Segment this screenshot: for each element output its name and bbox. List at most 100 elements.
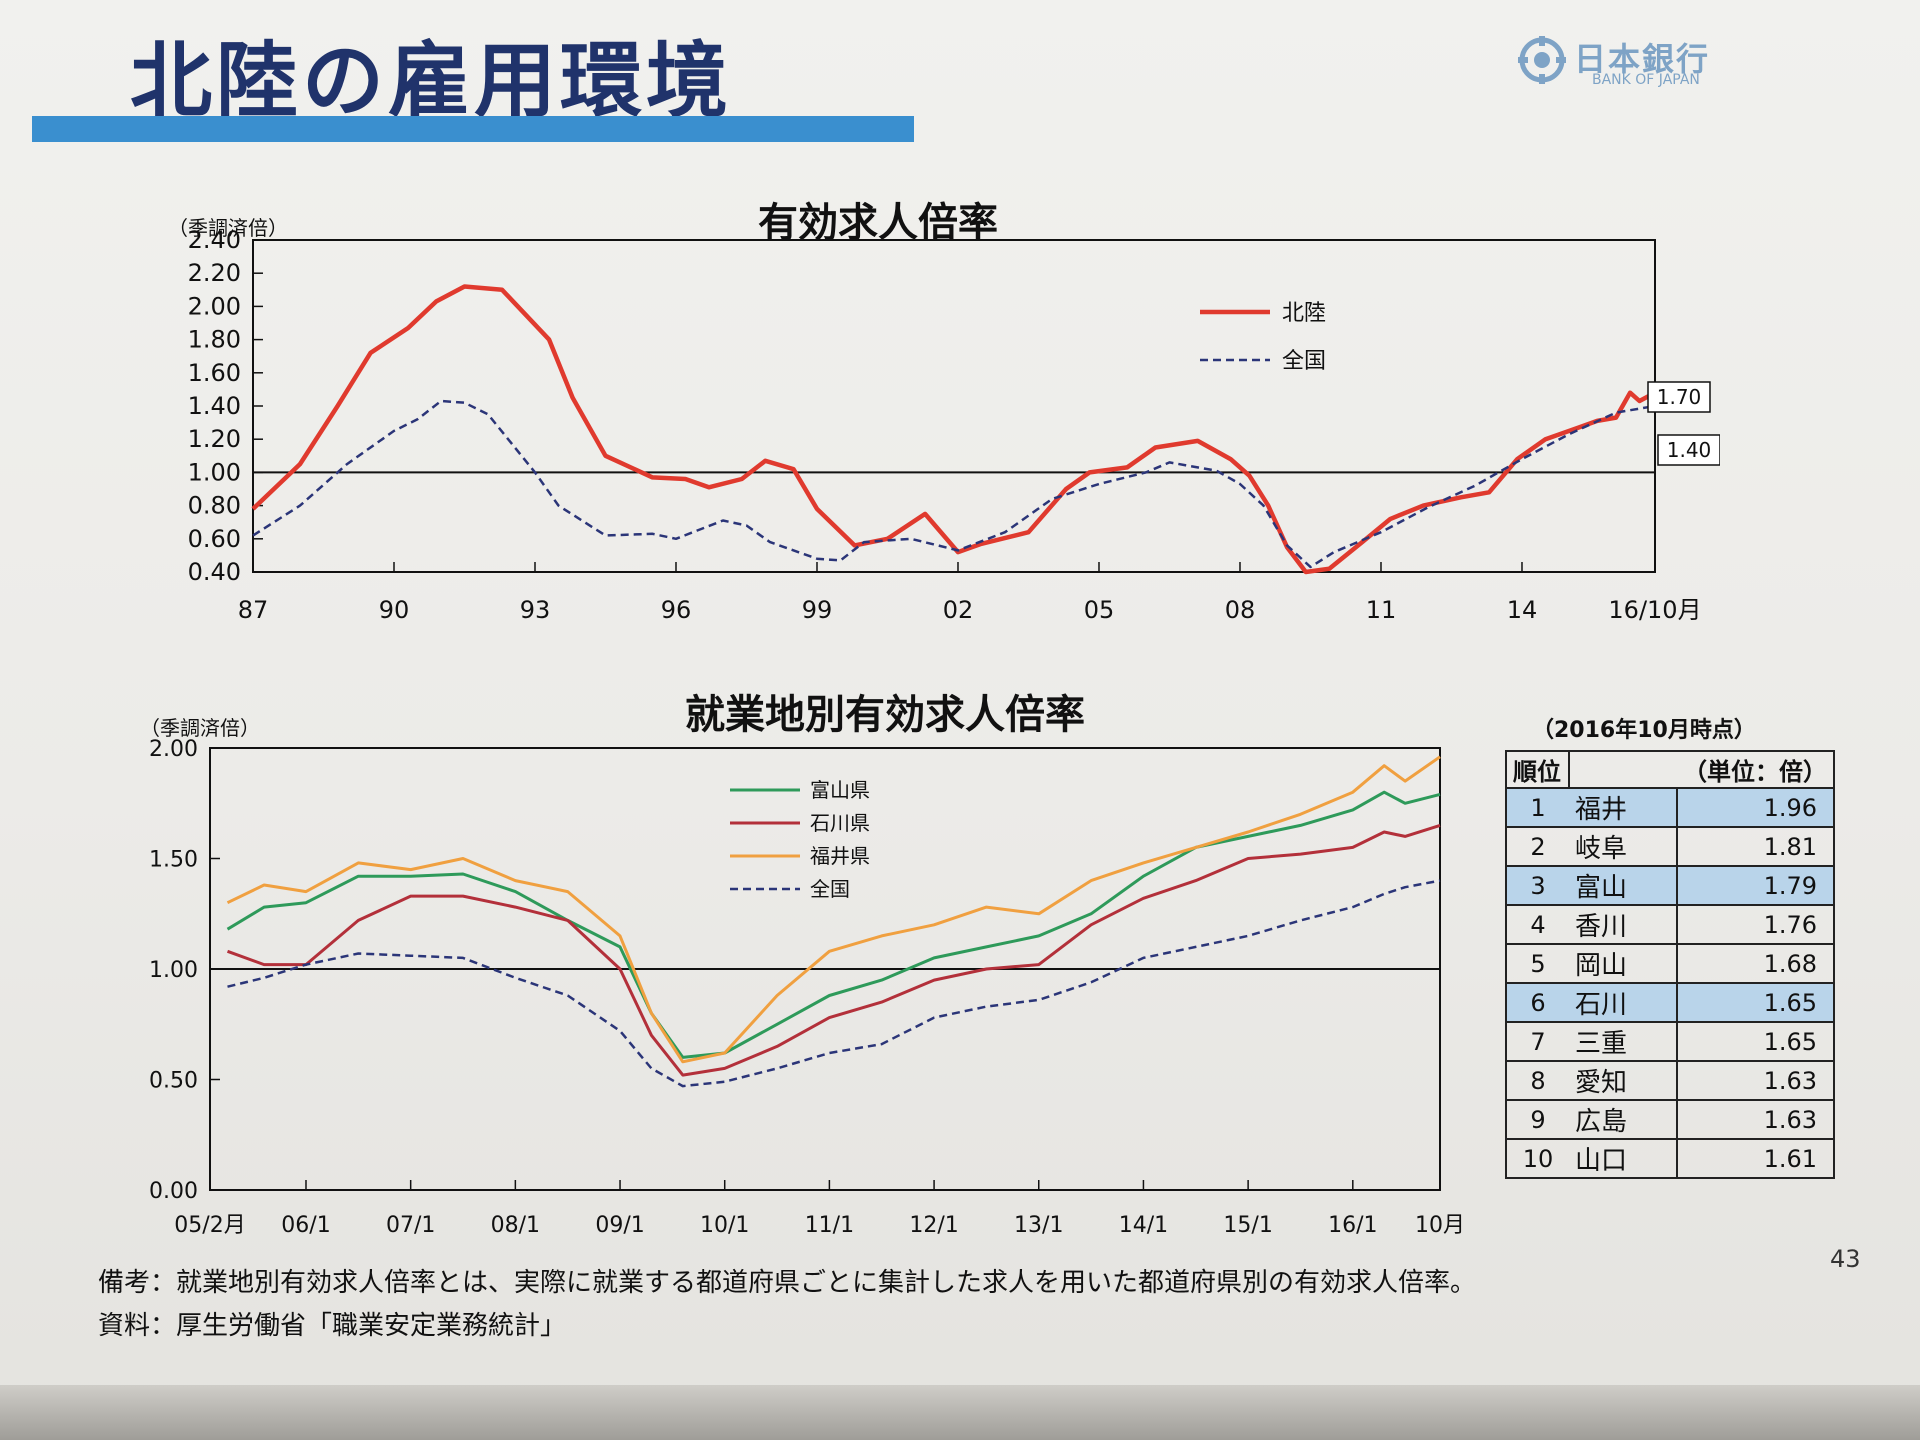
- ranking-rank-cell: 5: [1505, 943, 1569, 984]
- chart1-x-tick-label: 96: [661, 596, 692, 624]
- chart2-y-tick-label: 1.00: [149, 958, 198, 983]
- page-number: 43: [1830, 1245, 1861, 1273]
- ranking-pref-cell: 広島: [1569, 1099, 1678, 1140]
- chart2-series-line: [226, 755, 1441, 1064]
- chart1-x-tick-label: 08: [1225, 596, 1256, 624]
- chart1-legend-label: 全国: [1282, 349, 1326, 374]
- ranking-rank-cell: 6: [1505, 982, 1569, 1023]
- ranking-pref-cell: 岐阜: [1569, 826, 1678, 867]
- ranking-rank-cell: 2: [1505, 826, 1569, 867]
- chart2-x-tick-label: 16/1: [1328, 1213, 1377, 1238]
- chart1-plot-frame: [252, 239, 1656, 573]
- chart2-title: 就業地別有効求人倍率: [685, 692, 1085, 738]
- chart1-title: 有効求人倍率: [758, 200, 998, 246]
- ranking-row: 2 岐阜 1.81: [1505, 826, 1835, 867]
- chart1-y-tick-label: 2.00: [188, 292, 241, 320]
- ranking-rank-cell: 3: [1505, 865, 1569, 906]
- logo-subtext: BANK OF JAPAN: [1592, 72, 1700, 88]
- title-underline-bar: [32, 116, 914, 142]
- chart2-x-tick-label: 07/1: [386, 1213, 435, 1238]
- chart2-legend-label: 石川県: [810, 811, 870, 835]
- bank-of-japan-emblem-icon: [1518, 36, 1566, 84]
- ranking-value-cell: 1.76: [1676, 904, 1835, 945]
- chart1-x-tick-label: 87: [238, 596, 269, 624]
- ranking-value-cell: 1.96: [1676, 787, 1835, 828]
- chart2-x-tick-label: 10月: [1415, 1213, 1465, 1238]
- ranking-pref-cell: 福井: [1569, 787, 1678, 828]
- chart2-y-tick-label: 2.00: [149, 737, 198, 762]
- ranking-value-cell: 1.63: [1676, 1099, 1835, 1140]
- chart1-legend-label: 北陸: [1282, 301, 1326, 326]
- chart1-x-tick-label: 02: [943, 596, 974, 624]
- chart1-svg: 2.40 2.20 2.00 1.80 1.60 1.40 1.20 1.00 0.80 0.60…: [188, 226, 1720, 624]
- ranking-pref-cell: 三重: [1569, 1021, 1678, 1062]
- chart2-x-tick-label: 14/1: [1119, 1213, 1168, 1238]
- chart2-y-tick-label: 0.50: [149, 1069, 198, 1094]
- chart1-x-tick-label: 99: [802, 596, 833, 624]
- ranking-rank-cell: 1: [1505, 787, 1569, 828]
- ranking-row: 4 香川 1.76: [1505, 904, 1835, 945]
- chart2-legend-label: 福井県: [810, 844, 870, 868]
- ranking-rank-cell: 7: [1505, 1021, 1569, 1062]
- footnote-source: 資料：厚生労働省「職業安定業務統計」: [98, 1311, 567, 1341]
- chart1-y-unit: （季調済倍）: [168, 216, 288, 240]
- ranking-pref-cell: 山口: [1569, 1138, 1678, 1179]
- logo-text: 日本銀行: [1574, 40, 1711, 78]
- bank-of-japan-logo: 日本銀行 BANK OF JAPAN: [1518, 34, 1738, 94]
- chart2-series-line: [226, 823, 1441, 1077]
- chart1-y-tick-label: 0.60: [188, 525, 241, 553]
- chart2-x-tick-label: 08/1: [491, 1213, 540, 1238]
- footnote-remarks: 備考：就業地別有効求人倍率とは、実際に就業する都道府県ごとに集計した求人を用いた…: [98, 1268, 1477, 1298]
- chart1-y-tick-label: 1.00: [188, 458, 241, 486]
- ranking-row: 10 山口 1.61: [1505, 1138, 1835, 1179]
- ranking-value-cell: 1.79: [1676, 865, 1835, 906]
- ranking-rank-cell: 9: [1505, 1099, 1569, 1140]
- chart1-end-value-label: 1.70: [1657, 385, 1702, 409]
- chart2-legend-label: 富山県: [810, 778, 870, 802]
- chart1-y-tick-label: 1.40: [188, 392, 241, 420]
- ranking-value-cell: 1.61: [1676, 1138, 1835, 1179]
- chart2-y-tick-label: 1.50: [149, 848, 198, 873]
- chart1-x-tick-label: 16/10月: [1608, 596, 1701, 624]
- chart1-y-tick-label: 0.40: [188, 558, 241, 586]
- ranking-header-unit: （単位：倍）: [1568, 750, 1835, 789]
- chart1-y-tick-label: 1.60: [188, 359, 241, 387]
- ranking-pref-cell: 石川: [1569, 982, 1678, 1023]
- ranking-row: 8 愛知 1.63: [1505, 1060, 1835, 1101]
- ranking-value-cell: 1.65: [1676, 1021, 1835, 1062]
- ranking-pref-cell: 愛知: [1569, 1060, 1678, 1101]
- chart2-x-tick-label: 13/1: [1014, 1213, 1063, 1238]
- chart1-series-line: [252, 399, 1656, 569]
- ranking-header-rank: 順位: [1505, 750, 1570, 789]
- chart1-x-tick-label: 93: [520, 596, 551, 624]
- ranking-rank-cell: 4: [1505, 904, 1569, 945]
- chart1-end-value-box: [1647, 381, 1711, 413]
- ranking-value-cell: 1.81: [1676, 826, 1835, 867]
- chart1-x-tick-label: 05: [1084, 596, 1115, 624]
- ranking-pref-cell: 香川: [1569, 904, 1678, 945]
- chart1-y-tick-label: 0.80: [188, 492, 241, 520]
- ranking-caption: （2016年10月時点）: [1532, 718, 1756, 743]
- chart2-legend-label: 全国: [810, 877, 850, 901]
- ranking-rank-cell: 8: [1505, 1060, 1569, 1101]
- ranking-row: 6 石川 1.65: [1505, 982, 1835, 1023]
- chart2-x-tick-label: 15/1: [1223, 1213, 1272, 1238]
- chart1-x-tick-label: 90: [379, 596, 410, 624]
- ranking-value-cell: 1.63: [1676, 1060, 1835, 1101]
- ranking-value-cell: 1.68: [1676, 943, 1835, 984]
- ranking-header-row: 順位 （単位：倍）: [1505, 750, 1835, 789]
- ranking-table: 順位 （単位：倍） 1 福井 1.96 2 岐阜 1.81 3 富山 1.79 4 香川 1.76 5 岡…: [1505, 750, 1835, 1179]
- ranking-value-cell: 1.65: [1676, 982, 1835, 1023]
- ranking-row: 9 広島 1.63: [1505, 1099, 1835, 1140]
- chart1-series-line: [251, 284, 1657, 575]
- chart2-x-tick-label: 06/1: [281, 1213, 330, 1238]
- chart2-svg: 2.00 1.50 1.00 0.50 0.00 05/2月 06/1 07/1 08/1 09/…: [149, 737, 1465, 1238]
- chart2-x-tick-label: 09/1: [595, 1213, 644, 1238]
- chart2-y-unit: （季調済倍）: [140, 716, 260, 740]
- ranking-row: 3 富山 1.79: [1505, 865, 1835, 906]
- chart2-y-tick-label: 0.00: [149, 1179, 198, 1204]
- chart1-y-tick-label: 1.80: [188, 326, 241, 354]
- ranking-rank-cell: 10: [1505, 1138, 1569, 1179]
- chart2-x-tick-label: 10/1: [700, 1213, 749, 1238]
